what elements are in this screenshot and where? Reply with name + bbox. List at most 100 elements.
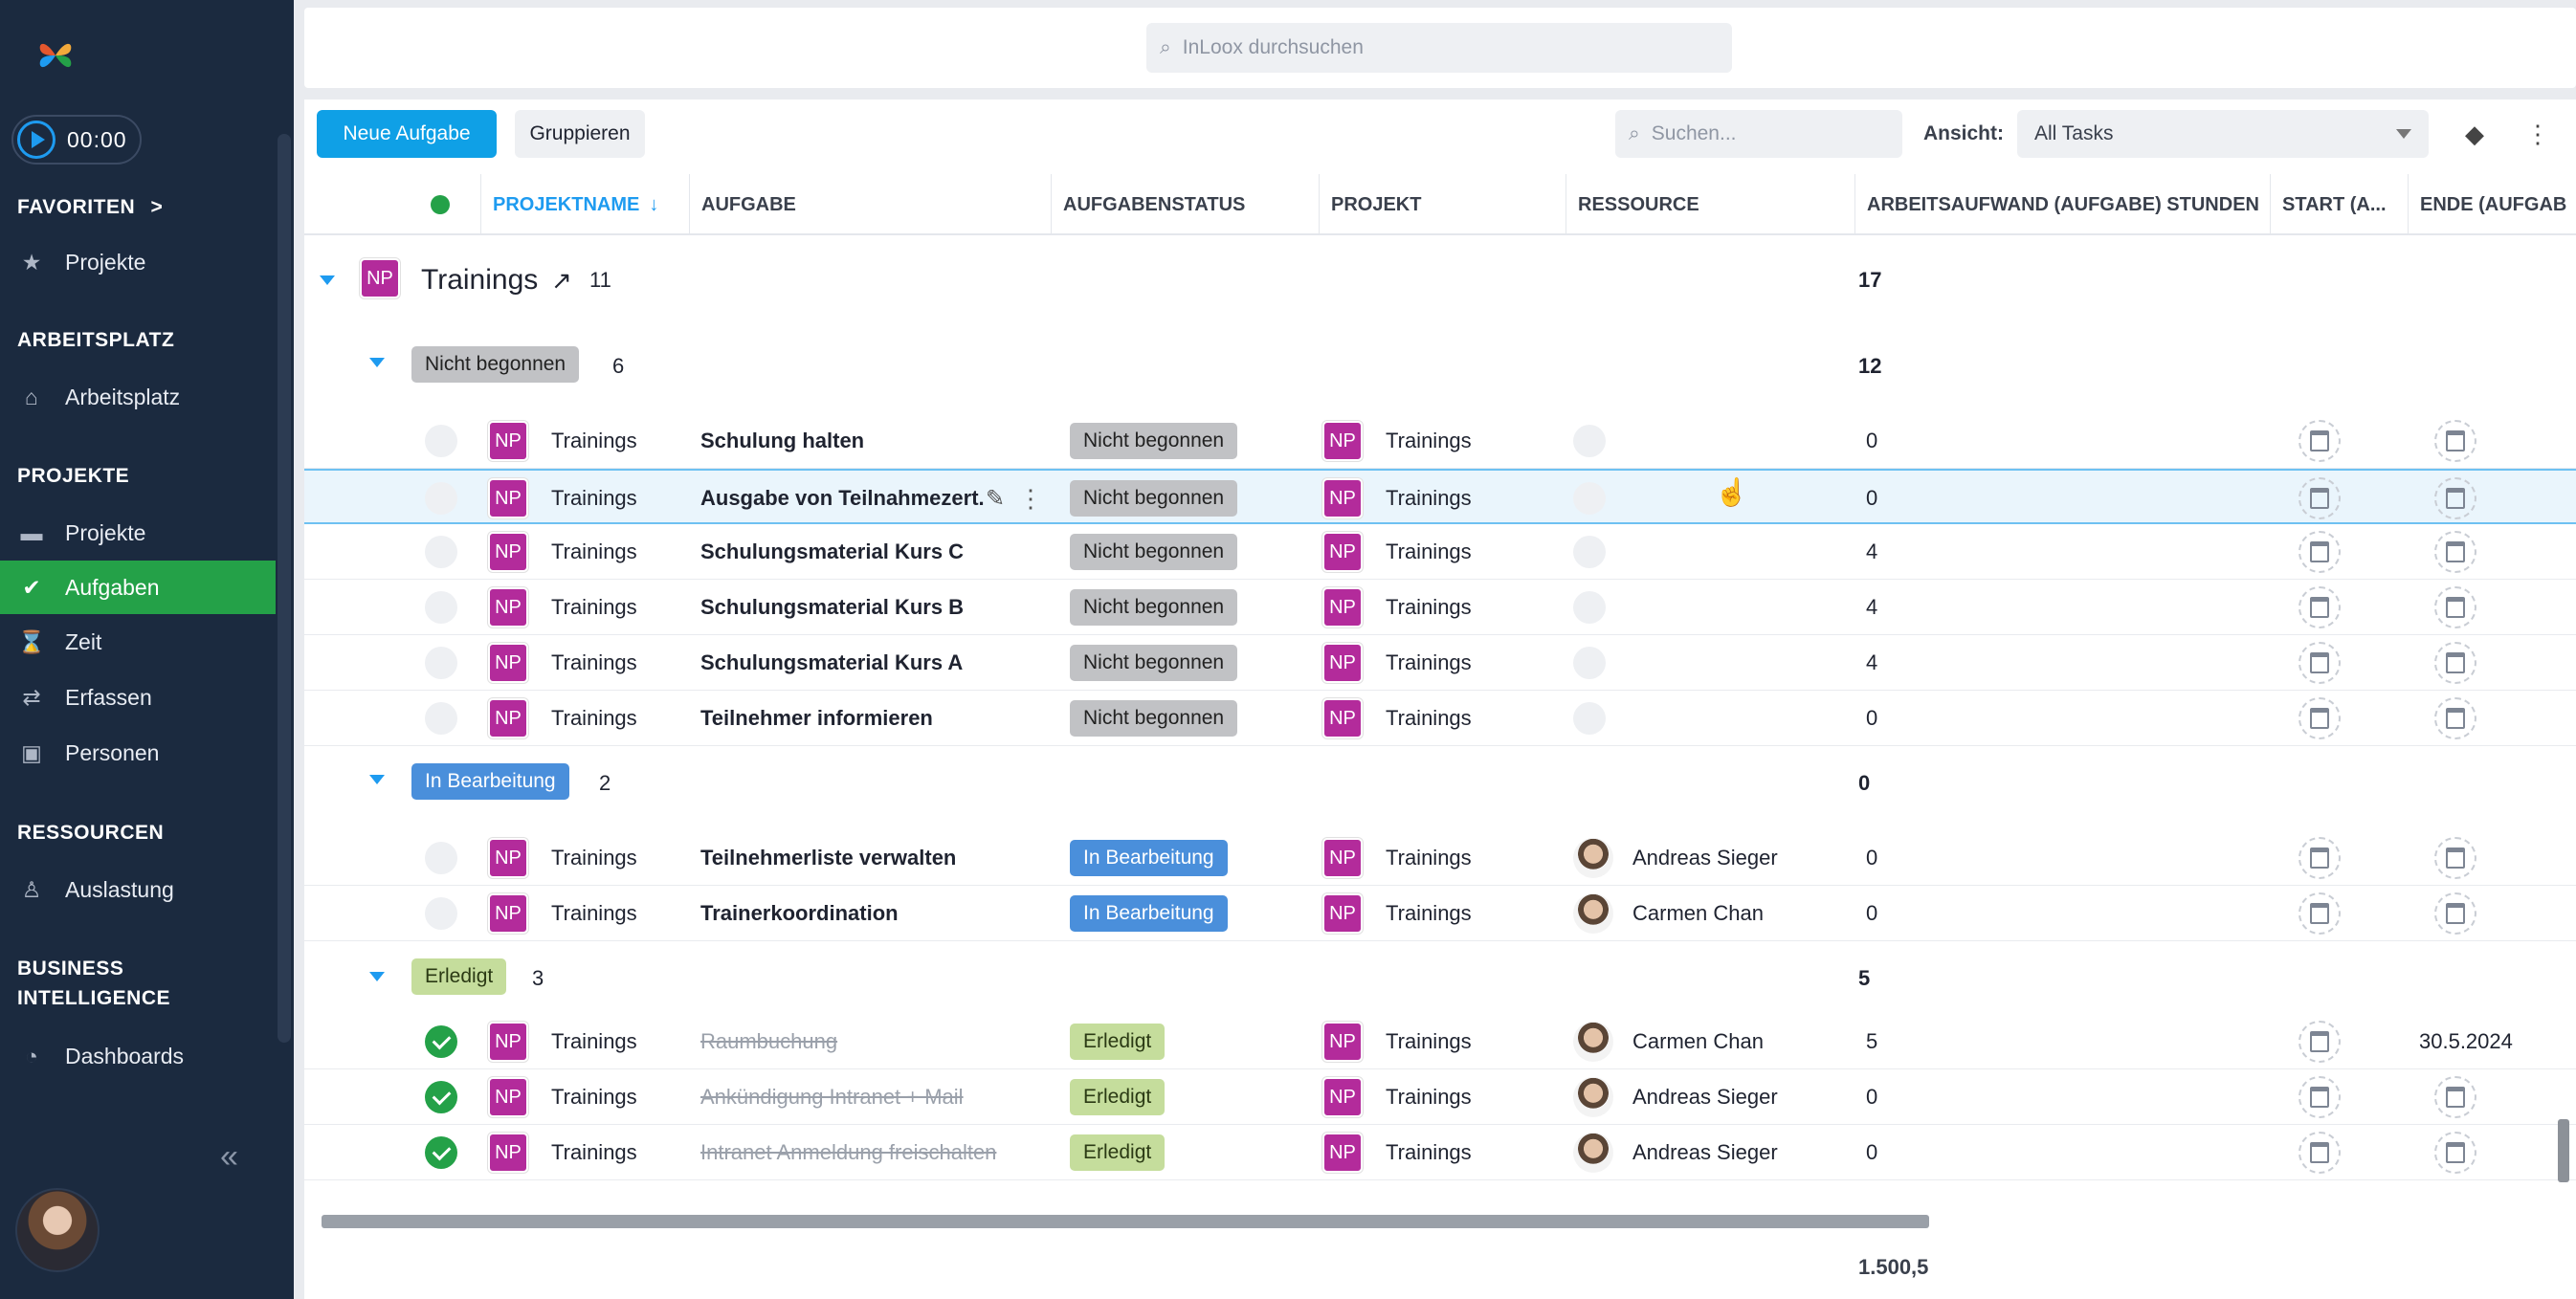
task-status-badge[interactable]: Nicht begonnen [1070, 423, 1238, 459]
global-search-input[interactable]: ⌕ InLoox durchsuchen [1146, 23, 1732, 73]
task-name-cell[interactable]: Schulung halten [700, 429, 865, 452]
column-start[interactable]: START (A... [2270, 174, 2408, 235]
horizontal-scrollbar-thumb[interactable] [322, 1215, 1929, 1228]
more-options-icon[interactable]: ⋮ [2525, 119, 2550, 148]
hours-cell[interactable]: 0 [1866, 1140, 1878, 1164]
task-name-cell[interactable]: Schulungsmaterial Kurs B [700, 595, 965, 619]
task-row[interactable]: NP Trainings Raumbuchung Erledigt NP Tra… [304, 1014, 2576, 1069]
complete-task-checkbox[interactable] [425, 425, 457, 457]
task-row[interactable]: NP Trainings Teilnehmer informieren Nich… [304, 691, 2576, 746]
end-date-calendar-icon[interactable] [2434, 1132, 2476, 1174]
end-date-value[interactable]: 30.5.2024 [2419, 1029, 2513, 1053]
project-name-cell[interactable]: Trainings [551, 429, 637, 452]
collapse-sidebar-icon[interactable]: « [220, 1138, 238, 1175]
collapse-subgroup-icon[interactable] [369, 972, 385, 981]
end-date-calendar-icon[interactable] [2434, 420, 2476, 462]
subgroup-erledigt[interactable]: Erledigt 3 5 [304, 941, 2576, 1014]
task-status-badge[interactable]: Nicht begonnen [1070, 480, 1238, 517]
task-row[interactable]: NP Trainings Schulungsmaterial Kurs A Ni… [304, 635, 2576, 691]
end-date-calendar-icon[interactable] [2434, 586, 2476, 628]
complete-task-checkbox[interactable] [425, 897, 457, 930]
collapse-group-icon[interactable] [320, 275, 335, 285]
complete-task-checkbox[interactable] [425, 1136, 457, 1169]
project-name-cell[interactable]: Trainings [551, 539, 637, 563]
project-name-cell[interactable]: Trainings [551, 1140, 637, 1164]
start-date-calendar-icon[interactable] [2298, 697, 2341, 739]
row-more-icon[interactable]: ⋮ [1018, 483, 1043, 513]
complete-task-checkbox[interactable] [425, 842, 457, 874]
resource-name[interactable]: Andreas Sieger [1632, 1085, 1778, 1109]
sidebar-item-erfassen[interactable]: ⇄ Erfassen [0, 671, 276, 724]
subgroup-nicht-begonnen[interactable]: Nicht begonnen 6 12 [304, 325, 2576, 413]
task-row[interactable]: NP Trainings Intranet Anmeldung freischa… [304, 1125, 2576, 1180]
project-name-cell[interactable]: Trainings [551, 901, 637, 925]
hours-cell[interactable]: 0 [1866, 706, 1878, 730]
task-status-badge[interactable]: Nicht begonnen [1070, 534, 1238, 570]
complete-task-checkbox[interactable] [425, 1081, 457, 1113]
task-name-cell[interactable]: Teilnehmer informieren [700, 706, 933, 730]
project-name-cell[interactable]: Trainings [551, 846, 637, 870]
start-date-calendar-icon[interactable] [2298, 586, 2341, 628]
hours-cell[interactable]: 0 [1866, 486, 1878, 510]
resource-name[interactable]: Carmen Chan [1632, 1029, 1764, 1053]
task-status-badge[interactable]: Nicht begonnen [1070, 589, 1238, 626]
task-row[interactable]: NP Trainings Ankündigung Intranet + Mail… [304, 1069, 2576, 1125]
edit-pencil-icon[interactable]: ✎ [986, 485, 1006, 512]
sidebar-item-auslastung[interactable]: ♙ Auslastung [0, 863, 276, 916]
projekt-cell[interactable]: Trainings [1386, 706, 1472, 730]
task-row[interactable]: NP Trainings Schulungsmaterial Kurs B Ni… [304, 580, 2576, 635]
column-ressource[interactable]: RESSOURCE [1566, 174, 1854, 235]
group-row-trainings[interactable]: NP Trainings ↗ 11 17 [304, 237, 2576, 325]
sidebar-item-aufgaben[interactable]: ✔ Aufgaben [0, 561, 276, 614]
hours-cell[interactable]: 0 [1866, 901, 1878, 925]
time-tracker[interactable]: 00:00 [11, 115, 142, 165]
hours-cell[interactable]: 4 [1866, 539, 1878, 563]
hours-cell[interactable]: 4 [1866, 650, 1878, 674]
favorites-heading[interactable]: FAVORITEN > [17, 196, 164, 218]
view-select[interactable]: All Tasks [2017, 110, 2429, 158]
project-name-cell[interactable]: Trainings [551, 486, 637, 510]
resource-name[interactable]: Andreas Sieger [1632, 1140, 1778, 1164]
projekt-cell[interactable]: Trainings [1386, 650, 1472, 674]
complete-task-checkbox[interactable] [425, 482, 457, 515]
sidebar-item-favorite-projekte[interactable]: ★ Projekte [0, 235, 276, 289]
project-name-cell[interactable]: Trainings [551, 595, 637, 619]
projekt-cell[interactable]: Trainings [1386, 846, 1472, 870]
start-date-calendar-icon[interactable] [2298, 837, 2341, 879]
assign-resource-placeholder[interactable] [1573, 647, 1606, 679]
sidebar-item-arbeitsplatz[interactable]: ⌂ Arbeitsplatz [0, 370, 276, 424]
sidebar-item-dashboards[interactable]: ◔ Dashboards [0, 1029, 276, 1083]
start-date-calendar-icon[interactable] [2298, 1132, 2341, 1174]
end-date-calendar-icon[interactable] [2434, 892, 2476, 935]
resource-name[interactable]: Andreas Sieger [1632, 846, 1778, 870]
project-name-cell[interactable]: Trainings [551, 706, 637, 730]
task-name-cell[interactable]: Teilnehmerliste verwalten [700, 846, 957, 870]
projekt-cell[interactable]: Trainings [1386, 539, 1472, 563]
end-date-calendar-icon[interactable] [2434, 477, 2476, 519]
user-avatar[interactable] [15, 1188, 100, 1272]
list-search-input[interactable]: ⌕ Suchen... [1615, 110, 1902, 158]
task-row[interactable]: NP Trainings Trainerkoordination In Bear… [304, 886, 2576, 941]
start-date-calendar-icon[interactable] [2298, 892, 2341, 935]
task-name-cell[interactable]: Ankündigung Intranet + Mail [700, 1085, 964, 1109]
projekt-cell[interactable]: Trainings [1386, 1140, 1472, 1164]
end-date-calendar-icon[interactable] [2434, 697, 2476, 739]
complete-task-checkbox[interactable] [425, 702, 457, 735]
column-projektname[interactable]: PROJEKTNAME ↓ [480, 174, 689, 235]
sidebar-item-personen[interactable]: ▣ Personen [0, 726, 276, 780]
complete-task-checkbox[interactable] [425, 647, 457, 679]
task-name-cell[interactable]: Intranet Anmeldung freischalten [700, 1140, 997, 1164]
task-status-badge[interactable]: Nicht begonnen [1070, 645, 1238, 681]
subgroup-in-bearbeitung[interactable]: In Bearbeitung 2 0 [304, 742, 2576, 830]
assign-resource-placeholder[interactable] [1573, 702, 1606, 735]
vertical-scrollbar-thumb[interactable] [2558, 1119, 2569, 1182]
complete-task-checkbox[interactable] [425, 1025, 457, 1058]
task-row[interactable]: NP Trainings Ausgabe von Teilnahmezert..… [304, 469, 2576, 524]
end-date-calendar-icon[interactable] [2434, 642, 2476, 684]
projekt-cell[interactable]: Trainings [1386, 429, 1472, 452]
column-ende[interactable]: ENDE (AUFGAB [2408, 174, 2576, 235]
start-date-calendar-icon[interactable] [2298, 1021, 2341, 1063]
task-status-badge[interactable]: In Bearbeitung [1070, 840, 1228, 876]
projekt-cell[interactable]: Trainings [1386, 486, 1472, 510]
collapse-subgroup-icon[interactable] [369, 775, 385, 784]
